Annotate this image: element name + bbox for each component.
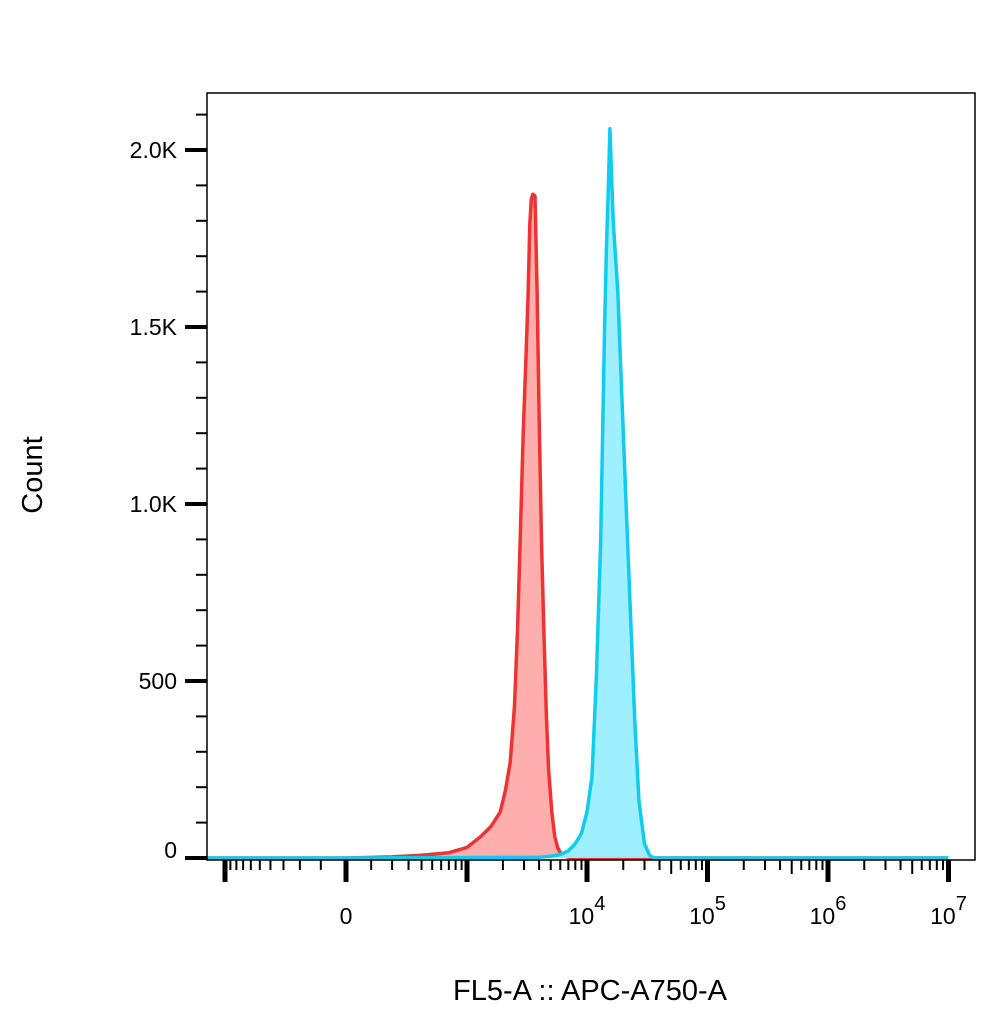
x-tick-label: 105	[689, 893, 726, 929]
series-2-fill	[207, 128, 949, 859]
series-1-fill	[207, 194, 949, 859]
axes-layer	[185, 92, 976, 882]
x-tick-label: 107	[930, 893, 967, 929]
series-1-line	[207, 192, 949, 860]
y-tick-label: 1.0K	[130, 491, 178, 517]
series-2-line	[207, 127, 949, 860]
x-tick-label: 0	[340, 903, 353, 929]
y-tick-label: 0	[164, 837, 177, 863]
plot-frame	[206, 92, 976, 861]
x-tick-label: 104	[569, 893, 606, 929]
x-tick-label: 106	[810, 893, 847, 929]
y-axis-title: Count	[17, 436, 49, 513]
y-tick-label: 2.0K	[130, 137, 178, 163]
y-tick-label: 500	[139, 668, 177, 694]
histogram-series-layer	[207, 127, 949, 860]
y-tick-label: 1.5K	[130, 314, 178, 340]
labels-layer: Count FL5-A :: APC-A750-A 0 500 1.0K 1.5K 2.…	[17, 137, 967, 1007]
x-axis-title: FL5-A :: APC-A750-A	[453, 975, 728, 1007]
